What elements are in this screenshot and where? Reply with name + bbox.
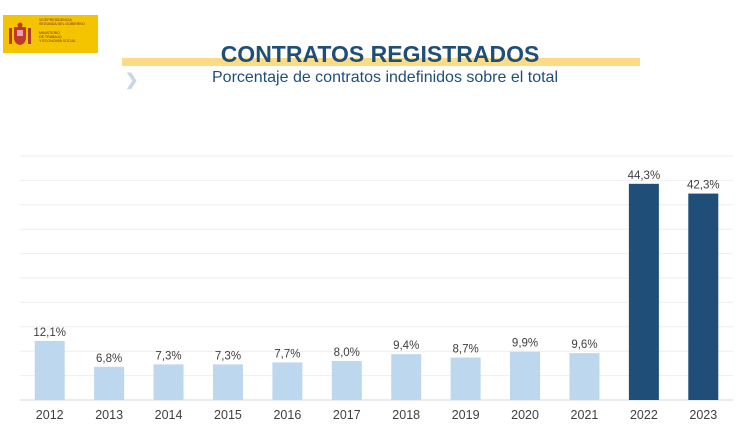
data-label-2015: 7,3% xyxy=(215,350,241,362)
bar-2018 xyxy=(391,354,422,400)
x-tick-2014: 2014 xyxy=(155,408,183,422)
x-tick-2017: 2017 xyxy=(333,408,361,422)
bar-2019 xyxy=(450,357,481,400)
bar-2020 xyxy=(510,351,541,400)
ministry-logo: VICEPRESIDENCIA SEGUNDA DEL GOBIERNO MINI… xyxy=(3,15,98,53)
x-tick-2020: 2020 xyxy=(511,408,539,422)
coat-of-arms-icon xyxy=(9,22,31,45)
data-label-2013: 6,8% xyxy=(96,353,122,365)
data-label-2016: 7,7% xyxy=(274,348,300,360)
bar-2016 xyxy=(272,362,303,400)
x-tick-2013: 2013 xyxy=(95,408,123,422)
logo-text-line: DE TRABAJO xyxy=(39,35,62,40)
bar-2014 xyxy=(153,364,184,400)
bar-2017 xyxy=(331,360,362,400)
x-tick-2022: 2022 xyxy=(630,408,658,422)
chevron-right-icon: ❯ xyxy=(125,72,139,89)
x-tick-2015: 2015 xyxy=(214,408,242,422)
bar-2015 xyxy=(212,364,243,400)
data-label-2017: 8,0% xyxy=(334,347,360,359)
bar-2013 xyxy=(94,366,125,400)
data-label-2012: 12,1% xyxy=(33,327,66,339)
logo-text-line: VICEPRESIDENCIA xyxy=(39,18,72,22)
bar-2021 xyxy=(569,353,600,400)
logo-text: VICEPRESIDENCIA SEGUNDA DEL GOBIERNO MINI… xyxy=(39,18,97,44)
logo-text-line: SEGUNDA DEL GOBIERNO xyxy=(39,22,85,27)
x-tick-2018: 2018 xyxy=(392,408,420,422)
data-label-2018: 9,4% xyxy=(393,340,419,352)
page-subtitle: Porcentaje de contratos indefinidos sobr… xyxy=(212,69,558,86)
x-tick-2016: 2016 xyxy=(273,408,301,422)
data-label-2021: 9,6% xyxy=(571,339,597,351)
data-label-2022: 44,3% xyxy=(628,170,661,182)
bar-2022 xyxy=(628,183,659,400)
data-label-2014: 7,3% xyxy=(155,350,181,362)
bar-2023 xyxy=(688,193,719,400)
x-tick-2021: 2021 xyxy=(571,408,599,422)
bar-2012 xyxy=(34,340,65,400)
logo-text-line: MINISTERIO xyxy=(39,30,60,35)
page-title: CONTRATOS REGISTRADOS xyxy=(220,41,540,67)
logo-text-line: Y ECONOMÍA SOCIAL xyxy=(39,39,76,44)
title-underline xyxy=(122,58,640,66)
x-tick-2012: 2012 xyxy=(36,408,64,422)
x-tick-2023: 2023 xyxy=(689,408,717,422)
data-label-2019: 8,7% xyxy=(453,344,479,356)
data-label-2023: 42,3% xyxy=(687,180,720,192)
data-label-2020: 9,9% xyxy=(512,338,538,350)
x-tick-2019: 2019 xyxy=(452,408,480,422)
